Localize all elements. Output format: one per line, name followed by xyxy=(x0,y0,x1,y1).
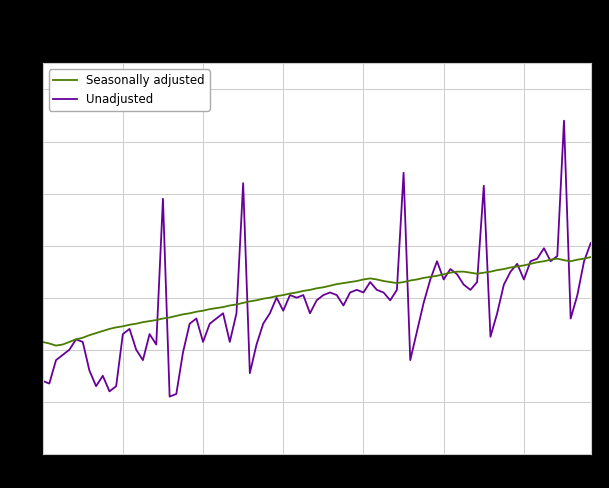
Unadjusted xyxy=(72,336,80,342)
Seasonally adjusted xyxy=(52,343,60,348)
Line: Unadjusted: Unadjusted xyxy=(43,121,591,397)
Seasonally adjusted xyxy=(473,271,481,277)
Seasonally adjusted xyxy=(373,277,381,283)
Unadjusted xyxy=(440,277,448,283)
Seasonally adjusted xyxy=(79,335,86,341)
Unadjusted xyxy=(119,331,127,337)
Line: Seasonally adjusted: Seasonally adjusted xyxy=(43,257,591,346)
Seasonally adjusted xyxy=(126,322,133,327)
Seasonally adjusted xyxy=(160,316,167,322)
Seasonally adjusted xyxy=(39,339,46,345)
Legend: Seasonally adjusted, Unadjusted: Seasonally adjusted, Unadjusted xyxy=(49,69,209,111)
Unadjusted xyxy=(560,118,568,123)
Unadjusted xyxy=(373,287,381,293)
Unadjusted xyxy=(153,342,160,347)
Unadjusted xyxy=(473,279,481,285)
Unadjusted xyxy=(39,378,46,384)
Unadjusted xyxy=(587,240,594,246)
Unadjusted xyxy=(166,394,174,400)
Seasonally adjusted xyxy=(587,254,594,260)
Seasonally adjusted xyxy=(440,271,448,277)
